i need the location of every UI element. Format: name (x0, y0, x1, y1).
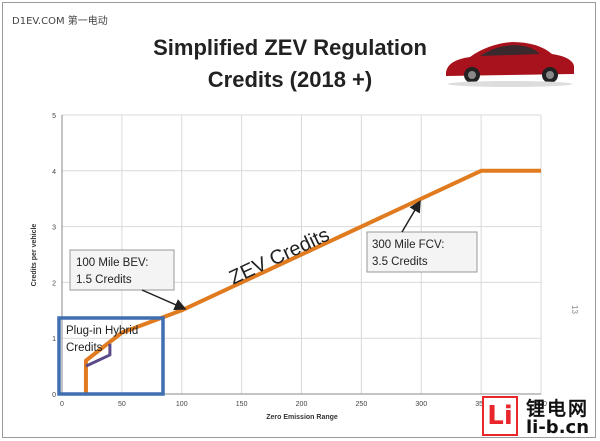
y-tick-labels: 0 1 2 3 4 5 (52, 113, 56, 399)
x-tick-labels: 0 50 100 150 200 250 300 350 400 (60, 401, 547, 408)
y-axis-label: Credits per vehicle (31, 224, 38, 287)
watermark: D1EV.COM 第一电动 (12, 16, 108, 27)
callout-100-mile-bev: 100 Mile BEV: 1.5 Credits (69, 249, 187, 311)
x-tick-label: 400 (535, 401, 547, 408)
callout-300-mile-fcv: 300 Mile FCV: 3.5 Credits (366, 200, 478, 273)
slide-title: Simplified ZEV Regulation Credits (2018 … (120, 32, 460, 96)
y-tick-label: 1 (52, 336, 56, 343)
x-tick-label: 150 (236, 401, 248, 408)
x-tick-label: 350 (475, 401, 487, 408)
callout-plug-in-hybrid: Plug-in Hybrid Credits (57, 316, 165, 396)
x-axis-label: Zero Emission Range (266, 414, 338, 421)
x-tick-label: 0 (60, 401, 64, 408)
title-line-1: Simplified ZEV Regulation (153, 35, 427, 60)
callout-phev-line2: Credits (66, 342, 103, 354)
y-tick-label: 4 (52, 169, 56, 176)
x-tick-label: 250 (356, 401, 368, 408)
title-line-2: Credits (2018 +) (207, 67, 373, 92)
car-image (446, 42, 574, 87)
callout-fcv-line1: 300 Mile FCV: (372, 239, 444, 251)
series-lines (83, 168, 541, 394)
callout-bev-line2: 1.5 Credits (76, 274, 132, 286)
slide-frame (2, 2, 596, 438)
y-tick-label: 5 (52, 113, 56, 120)
callout-phev-line1: Plug-in Hybrid (66, 325, 138, 337)
callout-bev-line1: 100 Mile BEV: (76, 257, 148, 269)
series-line-2 (85, 343, 112, 368)
y-tick-label: 2 (52, 280, 56, 287)
grid-lines (61, 114, 542, 395)
x-tick-label: 300 (415, 401, 427, 408)
brand-logo: Li (482, 396, 518, 436)
brand-name: 锂电网 (526, 398, 590, 420)
x-tick-label: 50 (118, 401, 126, 408)
y-tick-label: 0 (52, 392, 56, 399)
callout-fcv-line2: 3.5 Credits (372, 256, 428, 268)
x-tick-label: 200 (296, 401, 308, 408)
y-tick-label: 3 (52, 225, 56, 232)
x-tick-label: 100 (176, 401, 188, 408)
brand-url: li-b.cn (526, 417, 590, 438)
slide-number: 13 (569, 305, 579, 314)
